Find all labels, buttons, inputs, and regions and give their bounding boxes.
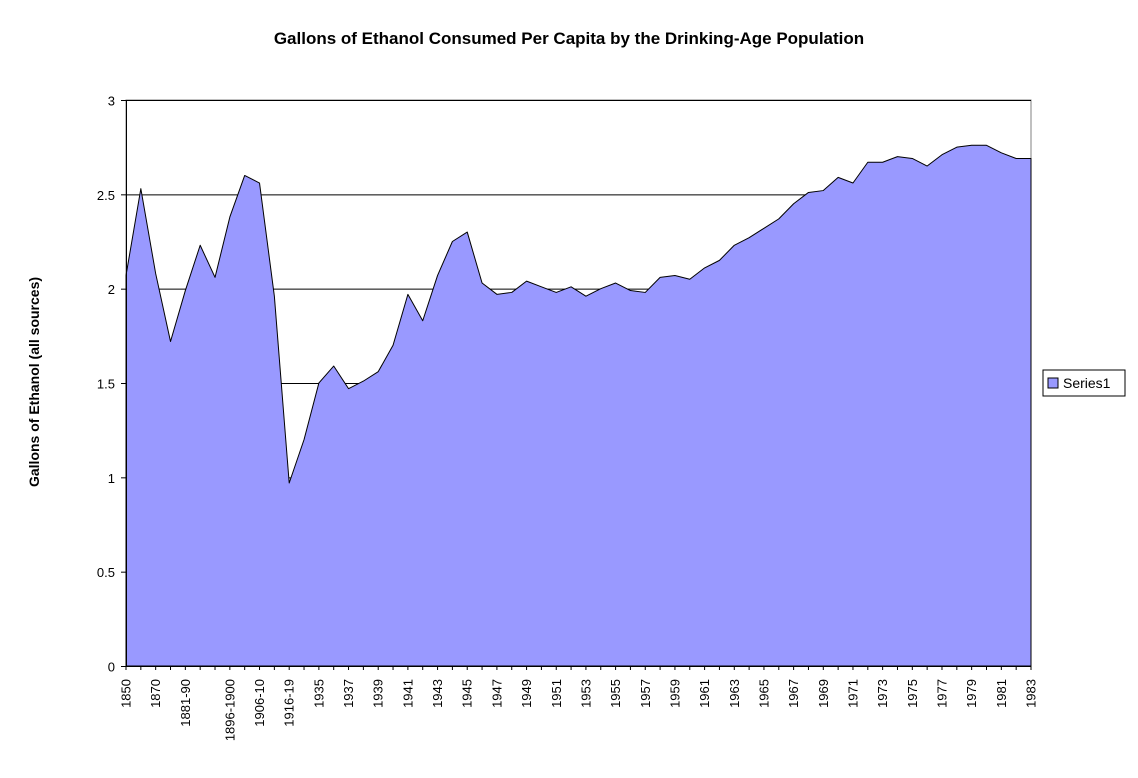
x-tick-label: 1965 — [756, 679, 771, 708]
x-tick-label: 1906-10 — [252, 679, 267, 727]
y-tick-label: 3 — [108, 94, 115, 109]
x-tick-label: 1935 — [311, 679, 326, 708]
x-tick-label: 1969 — [816, 679, 831, 708]
x-tick-label: 1959 — [667, 679, 682, 708]
x-tick-label: 1957 — [638, 679, 653, 708]
x-tick-label: 1967 — [786, 679, 801, 708]
y-tick-label: 0 — [108, 660, 115, 675]
x-tick-label: 1945 — [460, 679, 475, 708]
x-tick-label: 1979 — [964, 679, 979, 708]
y-tick-label: 2 — [108, 282, 115, 297]
x-tick-label: 1973 — [875, 679, 890, 708]
y-tick-label: 1 — [108, 471, 115, 486]
x-tick-label: 1941 — [400, 679, 415, 708]
x-tick-label: 1939 — [371, 679, 386, 708]
x-tick-label: 1949 — [519, 679, 534, 708]
x-tick-labels: 1850 1870 1881-90 1896-1900 1906-10 1916-19 19… — [119, 679, 1039, 741]
x-tick-label: 1937 — [341, 679, 356, 708]
x-tick-label: 1951 — [549, 679, 564, 708]
x-tick-label: 1947 — [489, 679, 504, 708]
x-tick-label: 1977 — [934, 679, 949, 708]
x-tick-label: 1953 — [578, 679, 593, 708]
x-tick-label: 1870 — [148, 679, 163, 708]
legend-swatch-series1 — [1047, 377, 1059, 389]
x-tick-label: 1983 — [1024, 679, 1039, 708]
legend: Series1 — [1042, 369, 1126, 397]
series1-area — [125, 144, 1032, 667]
y-axis-label: Gallons of Ethanol (all sources) — [26, 277, 42, 487]
x-tick-label: 1850 — [119, 679, 134, 708]
x-tick-label: 1955 — [608, 679, 623, 708]
x-tick-label: 1881-90 — [178, 679, 193, 727]
chart-title: Gallons of Ethanol Consumed Per Capita b… — [273, 29, 865, 48]
x-tick-label: 1916-19 — [282, 679, 297, 727]
x-tick-label: 1896-1900 — [222, 679, 237, 741]
y-tick-label: 1.5 — [97, 377, 115, 392]
y-tick-label: 0.5 — [97, 565, 115, 580]
x-tick-label: 1981 — [994, 679, 1009, 708]
y-tick-labels: 0 0.5 1 1.5 2 2.5 3 — [97, 94, 115, 675]
axes — [121, 100, 1032, 670]
x-tick-label: 1975 — [905, 679, 920, 708]
x-tick-label: 1943 — [430, 679, 445, 708]
legend-label-series1: Series1 — [1063, 375, 1111, 391]
x-tick-label: 1971 — [845, 679, 860, 708]
x-tick-label: 1961 — [697, 679, 712, 708]
y-tick-label: 2.5 — [97, 188, 115, 203]
x-tick-label: 1963 — [727, 679, 742, 708]
